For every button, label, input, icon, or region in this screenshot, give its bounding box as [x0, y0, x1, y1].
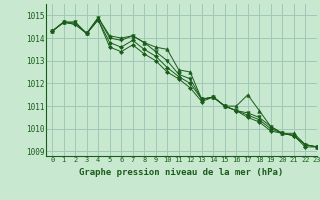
X-axis label: Graphe pression niveau de la mer (hPa): Graphe pression niveau de la mer (hPa): [79, 168, 284, 177]
